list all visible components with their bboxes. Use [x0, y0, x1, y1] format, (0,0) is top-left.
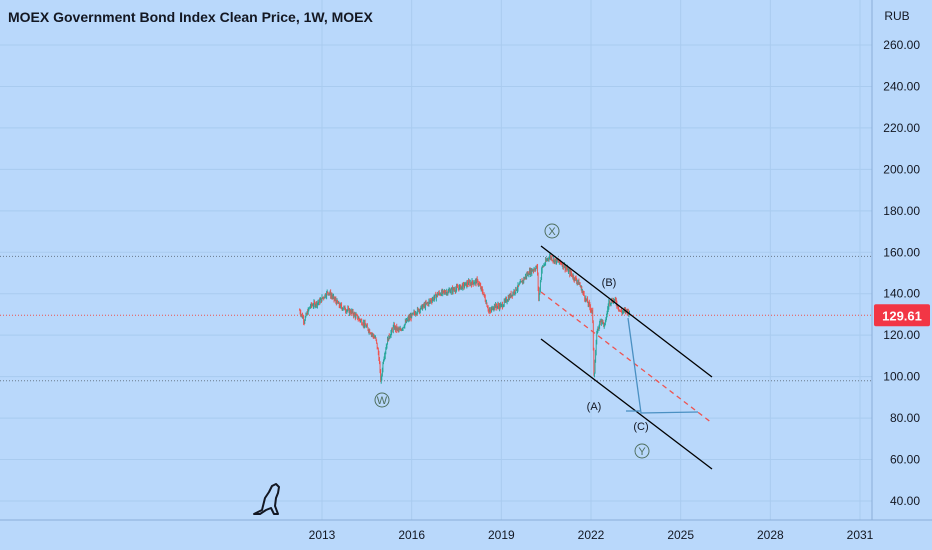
horizontal-levels: [0, 255, 872, 382]
wave-label-a: (A): [587, 401, 602, 413]
x-tick-label: 2025: [667, 528, 694, 542]
x-tick-label: 2019: [488, 528, 515, 542]
last-price-label: 129.61: [882, 308, 922, 323]
x-tick-label: 2013: [309, 528, 336, 542]
y-tick-label: 260.00: [883, 38, 920, 52]
y-tick-label: 220.00: [883, 121, 920, 135]
y-tick-label: 160.00: [883, 245, 920, 259]
y-tick-label: 80.00: [890, 411, 920, 425]
wave-label-x-circle: [544, 223, 560, 239]
lower-channel-line: [540, 338, 713, 470]
currency-label: RUB: [884, 9, 909, 23]
y-tick-label: 240.00: [883, 79, 920, 93]
forecast-path: [627, 317, 699, 414]
x-tick-label: 2016: [398, 528, 425, 542]
price-series: [299, 253, 631, 384]
y-tick-label: 180.00: [883, 204, 920, 218]
y-tick-label: 40.00: [890, 494, 920, 508]
tradingview-logo[interactable]: [253, 483, 280, 515]
chart-title: MOEX Government Bond Index Clean Price, …: [8, 9, 373, 25]
y-tick-label: 60.00: [890, 453, 920, 467]
y-tick-label: 200.00: [883, 162, 920, 176]
last-price-badge: [874, 304, 930, 327]
wave-label-c: (C): [633, 421, 648, 433]
wave-label-w: W: [377, 395, 388, 407]
wave-label-w-circle: [374, 392, 390, 408]
x-tick-label: 2031: [847, 528, 874, 542]
upper-channel-line: [540, 245, 713, 378]
grid-lines: [0, 0, 872, 520]
x-tick-label: 2022: [578, 528, 605, 542]
wave-label-b: (B): [602, 277, 617, 289]
time-axis[interactable]: 2013 2016 2019 2022 2025 2028 2031: [0, 519, 932, 542]
drawings: [540, 245, 713, 470]
y-tick-label: 120.00: [883, 328, 920, 342]
wave-label-x: X: [548, 226, 556, 238]
wave-label-y-circle: [634, 443, 650, 459]
price-axis[interactable]: RUB 260.00 240.00 220.00 200.00 180.00 160.00 1…: [871, 0, 930, 520]
x-tick-label: 2028: [757, 528, 784, 542]
wave-label-y: Y: [638, 446, 646, 458]
y-tick-label: 140.00: [883, 287, 920, 301]
y-tick-label: 100.00: [883, 370, 920, 384]
wave-labels: X W (B) (A) (C) Y: [374, 223, 650, 459]
